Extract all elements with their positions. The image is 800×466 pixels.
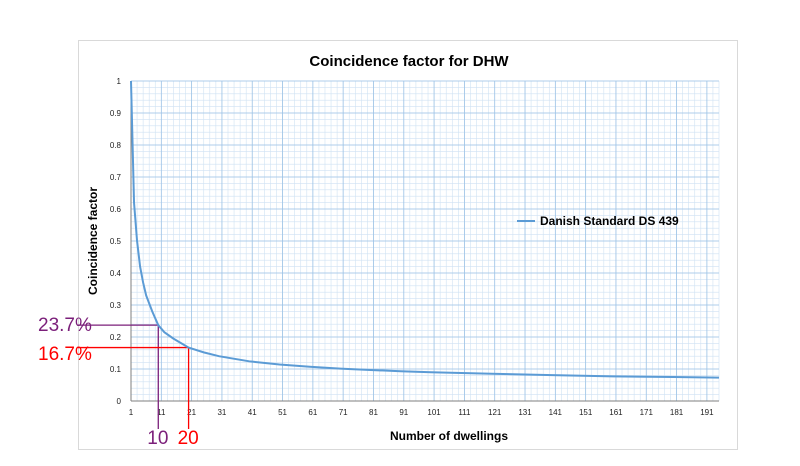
annotation-y-label-10: 23.7% [38, 315, 92, 336]
x-tick-label: 31 [217, 408, 226, 417]
y-tick-label: 1 [117, 77, 122, 86]
series-line-ds439 [130, 80, 720, 379]
x-tick-label: 21 [187, 408, 196, 417]
x-tick-label: 1 [129, 408, 134, 417]
x-tick-label: 191 [700, 408, 714, 417]
y-tick-label: 0.4 [110, 269, 122, 278]
x-tick-label: 81 [369, 408, 378, 417]
y-tick-label: 0.9 [110, 109, 122, 118]
annotation-y-label-20: 16.7% [38, 344, 92, 365]
legend: Danish Standard DS 439 [517, 214, 679, 228]
x-tick-label: 111 [458, 408, 471, 417]
x-tick-label: 171 [640, 408, 654, 417]
annotation-lines [77, 324, 190, 429]
x-tick-label: 161 [609, 408, 623, 417]
x-tick-label: 41 [248, 408, 257, 417]
x-tick-label: 51 [278, 408, 287, 417]
grid-major [130, 80, 719, 402]
y-tick-label: 0.7 [110, 173, 122, 182]
x-tick-labels: 1 11 21 31 41 51 61 71 81 91 101 111 121 131 141 151 161… [129, 408, 714, 417]
x-tick-label: 181 [670, 408, 684, 417]
y-tick-label: 0.3 [110, 301, 122, 310]
y-tick-label: 0.6 [110, 205, 122, 214]
chart-svg: Coincidence factor for DHW 0 0.1 0.2 0.3 0.4… [77, 53, 720, 443]
y-tick-label: 0.2 [110, 333, 122, 342]
x-tick-label: 141 [549, 408, 563, 417]
x-axis-label: Number of dwellings [390, 429, 508, 443]
x-tick-label: 121 [488, 408, 502, 417]
x-tick-label: 71 [339, 408, 348, 417]
y-tick-label: 0.5 [110, 237, 122, 246]
annotation-x-label-20: 20 [177, 428, 199, 449]
legend-label: Danish Standard DS 439 [540, 214, 679, 228]
x-tick-label: 151 [579, 408, 593, 417]
y-tick-labels: 0 0.1 0.2 0.3 0.4 0.5 0.6 0.7 0.8 0.9 1 [110, 77, 122, 406]
x-tick-label: 11 [157, 408, 166, 417]
chart-frame: Coincidence factor for DHW 0 0.1 0.2 0.3 0.4… [77, 40, 738, 450]
x-tick-label: 91 [399, 408, 408, 417]
x-tick-label: 101 [427, 408, 441, 417]
y-tick-label: 0 [117, 397, 122, 406]
x-tick-label: 131 [518, 408, 532, 417]
y-axis-label: Coincidence factor [86, 187, 100, 295]
y-tick-label: 0.8 [110, 141, 122, 150]
chart-title: Coincidence factor for DHW [309, 53, 509, 70]
annotation-x-label-10: 10 [147, 428, 169, 449]
y-tick-label: 0.1 [110, 365, 122, 374]
x-tick-label: 61 [308, 408, 317, 417]
